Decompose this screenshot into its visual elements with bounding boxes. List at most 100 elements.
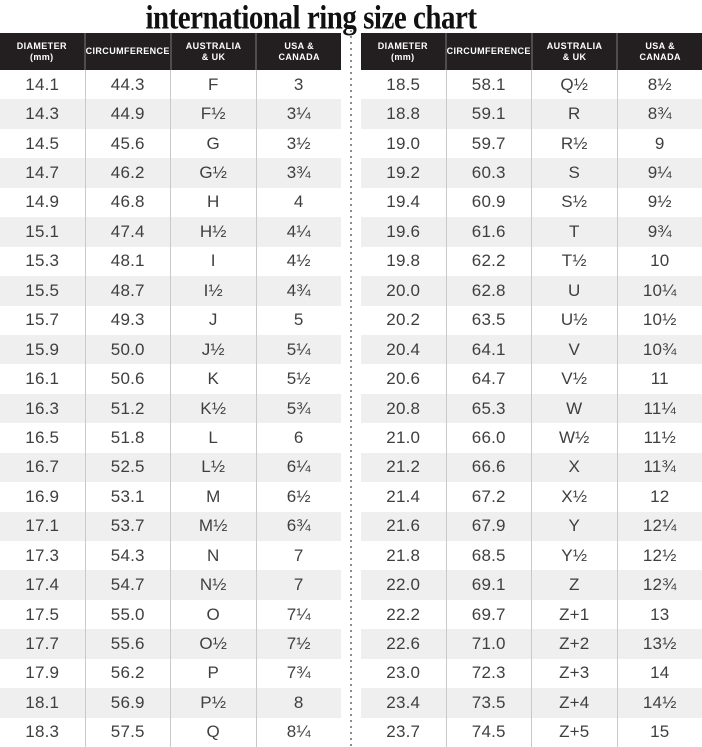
table-body: 14.1 44.3 F 3 14.3 44.9 F½ 3¼ 14.5 45.6 G 3½ 14.7 46.… (0, 70, 341, 747)
cell: T½ (531, 246, 617, 277)
table-row: 15.7 49.3 J 5 (0, 305, 342, 335)
cell: 20.0 (386, 280, 421, 300)
cell: 17.7 (25, 634, 60, 654)
cell: 9½ (616, 187, 702, 218)
cell: 20.4 (386, 339, 421, 359)
cell: 56.9 (84, 688, 171, 718)
column-header: CIRCUMFERENCE (83, 33, 170, 70)
cell: 67.9 (445, 511, 532, 541)
cell: 53.1 (84, 482, 171, 512)
cell: R½ (531, 128, 617, 159)
cell: 11 (616, 364, 702, 394)
table-row: 16.5 51.8 L 6 (0, 423, 341, 453)
cell: L (170, 423, 256, 453)
cell: 7¾ (255, 658, 342, 689)
table-row: 17.9 56.2 P 7¾ (0, 658, 342, 689)
column-header: USA & CANADA (616, 33, 702, 70)
table-row: 23.0 72.3 Z+3 14 (361, 658, 702, 689)
table-header-row: DIAMETER (mm) CIRCUMFERENCE AUSTRALIA & UK US… (0, 33, 341, 70)
cell: 66.6 (445, 452, 532, 483)
cell: Z+4 (531, 688, 617, 718)
cell: 23.4 (386, 692, 421, 712)
cell: 17.9 (25, 663, 60, 683)
column-header-line: USA & (284, 40, 315, 51)
cell: G (170, 128, 256, 159)
cell: V (531, 334, 617, 365)
cell: M (170, 482, 256, 512)
cell: 15.1 (25, 221, 60, 241)
cell: 57.5 (84, 717, 171, 747)
table-row: 22.0 69.1 Z 12¾ (361, 570, 702, 600)
cell: 9¼ (616, 158, 702, 188)
column-header-line: CIRCUMFERENCE (85, 46, 170, 56)
cell: 17.4 (25, 575, 60, 595)
table-row: 20.4 64.1 V 10¾ (361, 334, 702, 365)
column-header-line: CANADA (639, 51, 681, 62)
table-row: 16.3 51.2 K½ 5¾ (0, 393, 341, 424)
cell: 14.9 (25, 192, 60, 212)
cell: J½ (170, 334, 256, 365)
cell: 10¼ (616, 276, 702, 306)
cell: 4½ (255, 246, 342, 277)
cell: 55.6 (84, 629, 171, 659)
cell: 19.4 (386, 192, 421, 212)
cell: H (170, 187, 256, 218)
cell: 22.6 (386, 634, 421, 654)
table-row: 21.4 67.2 X½ 12 (361, 482, 702, 512)
cell: 68.5 (445, 541, 532, 571)
table-row: 22.2 69.7 Z+1 13 (361, 599, 702, 630)
column-header-line: (mm) (390, 51, 415, 62)
table-row: 16.7 52.5 L½ 6¼ (0, 452, 341, 483)
cell: 72.3 (445, 658, 532, 689)
cell: 62.8 (445, 276, 532, 306)
cell: 13 (616, 599, 702, 630)
table-row: 18.5 58.1 Q½ 8½ (361, 70, 702, 100)
cell: 17.5 (25, 604, 60, 624)
column-header-line: AUSTRALIA (185, 40, 242, 51)
cell: 52.5 (84, 452, 171, 483)
cell: 21.4 (386, 486, 421, 506)
cell: 9¾ (616, 217, 702, 247)
table-row: 18.3 57.5 Q 8¼ (0, 717, 341, 747)
cell: Z+5 (531, 717, 617, 747)
table-row: 14.1 44.3 F 3 (0, 70, 341, 100)
cell: 7 (255, 570, 342, 600)
cell: 9 (616, 128, 702, 159)
cell: L½ (170, 452, 256, 483)
cell: 15.9 (25, 339, 60, 359)
cell: 21.2 (386, 457, 421, 477)
column-header-line: CIRCUMFERENCE (446, 46, 531, 56)
cell: X (531, 452, 617, 483)
cell: 56.2 (84, 658, 171, 689)
table-row: 19.2 60.3 S 9¼ (361, 158, 702, 188)
cell: 73.5 (445, 688, 532, 718)
column-header: AUSTRALIA & UK (530, 33, 617, 70)
cell: Y½ (531, 541, 617, 571)
cell: 71.0 (445, 629, 532, 659)
table-row: 14.3 44.9 F½ 3¼ (0, 99, 341, 129)
table-body: 18.5 58.1 Q½ 8½ 18.8 59.1 R 8¾ 19.0 59.7 R½ 9 19.2 60… (361, 70, 702, 747)
cell: 5 (255, 305, 342, 335)
cell: 15.5 (25, 280, 60, 300)
cell: 50.0 (84, 334, 171, 365)
cell: 60.3 (445, 158, 532, 188)
column-header-line: DIAMETER (377, 40, 428, 51)
cell: Z+2 (531, 629, 617, 659)
column-header-line: AUSTRALIA (546, 40, 603, 51)
cell: 16.9 (25, 486, 60, 506)
cell: 12 (616, 482, 702, 512)
cell: Q½ (531, 70, 617, 100)
cell: 54.3 (84, 541, 171, 571)
column-header: DIAMETER (mm) (361, 33, 445, 70)
table-row: 15.1 47.4 H½ 4¼ (0, 217, 341, 247)
cell: N½ (170, 570, 256, 600)
table-row: 20.6 64.7 V½ 11 (361, 364, 702, 394)
cell: P (170, 658, 256, 689)
cell: 66.0 (445, 423, 532, 453)
cell: 3¾ (255, 158, 342, 188)
cell: 18.8 (386, 104, 421, 124)
table-row: 17.1 53.7 M½ 6¾ (0, 511, 341, 541)
cell: 19.6 (386, 221, 421, 241)
cell: 11¾ (616, 452, 702, 483)
